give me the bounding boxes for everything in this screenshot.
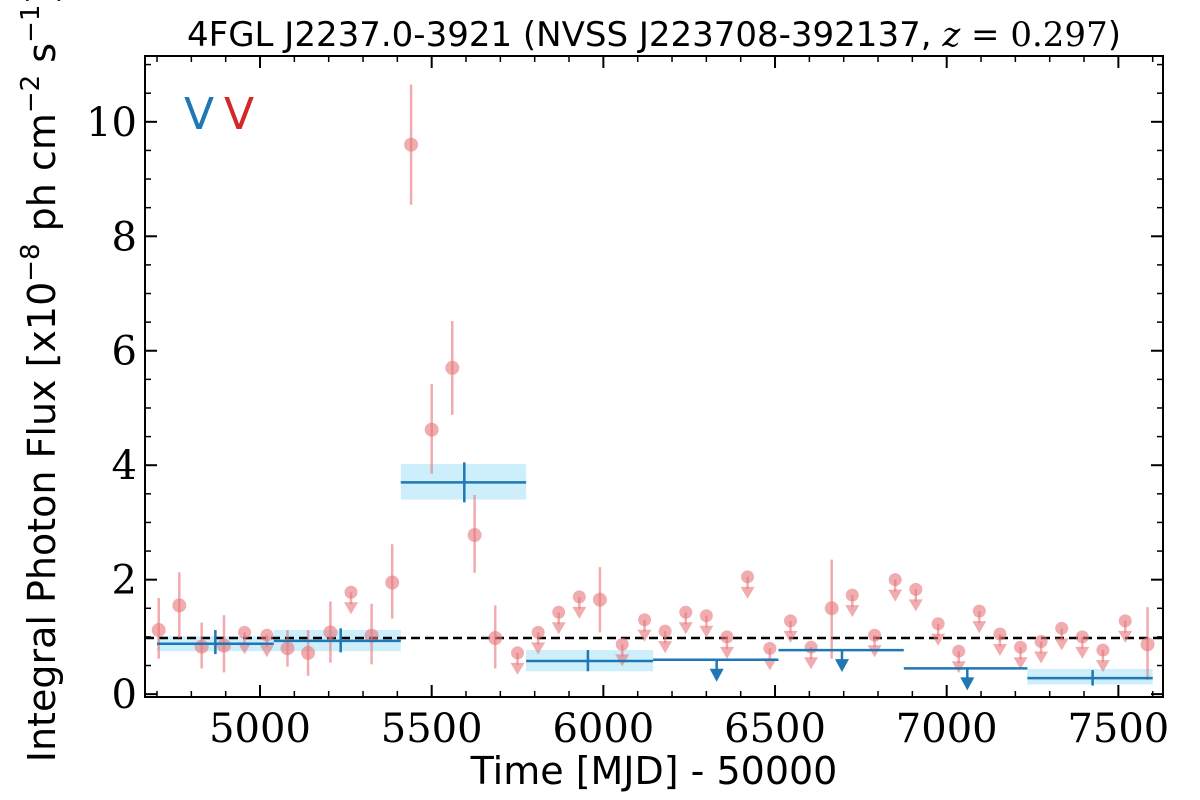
x-tick-label: 6500 xyxy=(724,706,826,752)
title-prefix: 4FGL J2237.0-3921 (NVSS J223708-392137, xyxy=(187,15,942,55)
fine-bin-upper-limit-arrow xyxy=(845,605,860,618)
fine-bin-upper-limit-arrow xyxy=(740,586,755,599)
y-label-part2: ph cm xyxy=(20,113,64,243)
fine-bin-upper-limit-arrow xyxy=(699,625,714,638)
fine-bin-upper-limit-arrow xyxy=(551,622,566,635)
fine-bin-upper-limit-arrow xyxy=(1054,638,1069,651)
legend-coarse-marker: V xyxy=(184,89,214,140)
fine-bin-point xyxy=(592,592,607,607)
y-axis-label: Integral Photon Flux [x10−8 ph cm−2 s−1] xyxy=(16,0,64,762)
y-tick-label: 0 xyxy=(112,672,137,718)
x-tick-label: 6000 xyxy=(552,706,654,752)
fine-bin-upper-limit-arrow xyxy=(804,657,819,670)
fine-bin-point xyxy=(404,137,419,152)
y-tick-label: 10 xyxy=(86,100,137,146)
fine-bin-upper-limit-arrow xyxy=(908,599,923,612)
y-label-part4: ] xyxy=(20,0,64,5)
y-label-exp1: −8 xyxy=(16,243,46,281)
fine-bin-point xyxy=(172,598,187,613)
x-axis-label: Time [MJD] - 50000 xyxy=(470,749,838,793)
fine-bin-upper-limit-arrow xyxy=(658,641,673,654)
y-label-part3: s xyxy=(20,43,64,75)
fine-bin-upper-limit-arrow xyxy=(259,645,274,658)
y-tick-label: 6 xyxy=(112,329,137,375)
fine-bin-upper-limit-arrow xyxy=(237,642,252,655)
x-tick-label: 7500 xyxy=(1067,706,1169,752)
x-tick-label: 5500 xyxy=(381,706,483,752)
coarse-bin-band xyxy=(1027,668,1153,685)
fine-bin-upper-limit-arrow xyxy=(637,629,652,642)
coarse-bin-upper-limit-arrow xyxy=(834,659,849,673)
title-z-value: 0.297 xyxy=(1010,15,1107,55)
x-tick-label: 7000 xyxy=(896,706,998,752)
coarse-bin-upper-limit-arrow xyxy=(960,677,975,691)
y-tick-label: 4 xyxy=(112,443,137,489)
fine-bin-point xyxy=(824,601,839,616)
fine-bin-upper-limit-arrow xyxy=(992,644,1007,657)
fine-bin-upper-limit-arrow xyxy=(1095,660,1110,673)
fine-bin-upper-limit-arrow xyxy=(931,633,946,646)
title-z-symbol: z xyxy=(941,15,961,55)
fine-bin-point xyxy=(151,623,166,638)
y-label-part1: Integral Photon Flux [x10 xyxy=(20,282,64,763)
y-tick-label: 2 xyxy=(112,558,137,604)
title-equals: = xyxy=(960,15,1010,55)
fine-bin-point xyxy=(467,528,482,543)
fine-bin-upper-limit-arrow xyxy=(1034,651,1049,664)
fine-bin-upper-limit-arrow xyxy=(678,622,693,635)
y-tick-label: 8 xyxy=(112,214,137,260)
fine-bin-point xyxy=(301,645,316,660)
fine-bin-point xyxy=(280,641,295,656)
fine-bin-upper-limit-arrow xyxy=(972,621,987,634)
fine-bin-upper-limit-arrow xyxy=(1118,630,1133,643)
fine-bin-upper-limit-arrow xyxy=(1075,646,1090,659)
plot-frame xyxy=(144,55,1164,698)
fine-bin-upper-limit-arrow xyxy=(1013,657,1028,670)
fine-bin-point xyxy=(364,628,379,643)
fine-bin-upper-limit-arrow xyxy=(572,606,587,619)
coarse-bin-upper-limit-arrow xyxy=(709,668,724,682)
fine-bin-upper-limit-arrow xyxy=(344,602,359,615)
axis-ticks xyxy=(145,56,1163,697)
fine-bin-upper-limit-arrow xyxy=(783,630,798,643)
fine-bin-upper-limit-arrow xyxy=(531,642,546,655)
fine-bin-point xyxy=(385,575,400,590)
fine-bin-point xyxy=(323,625,338,640)
title-suffix: ) xyxy=(1108,15,1121,55)
fine-bin-upper-limit-arrow xyxy=(719,646,734,659)
y-label-exp3: −1 xyxy=(16,5,46,43)
fine-bin-point xyxy=(194,639,209,654)
x-tick-label: 5000 xyxy=(209,706,311,752)
fine-bin-point xyxy=(424,422,439,437)
chart-title: 4FGL J2237.0-3921 (NVSS J223708-392137, … xyxy=(187,15,1121,55)
fine-bin-point xyxy=(1140,637,1155,652)
legend-fine-marker: V xyxy=(224,89,254,140)
plot-content xyxy=(145,84,1163,691)
fine-bin-point xyxy=(488,631,503,646)
y-label-exp2: −2 xyxy=(16,75,46,113)
fine-bin-point xyxy=(216,638,231,653)
fine-bin-point xyxy=(445,360,460,375)
fine-bin-upper-limit-arrow xyxy=(510,662,525,675)
fine-bin-upper-limit-arrow xyxy=(888,589,903,602)
fine-bin-upper-limit-arrow xyxy=(762,658,777,671)
